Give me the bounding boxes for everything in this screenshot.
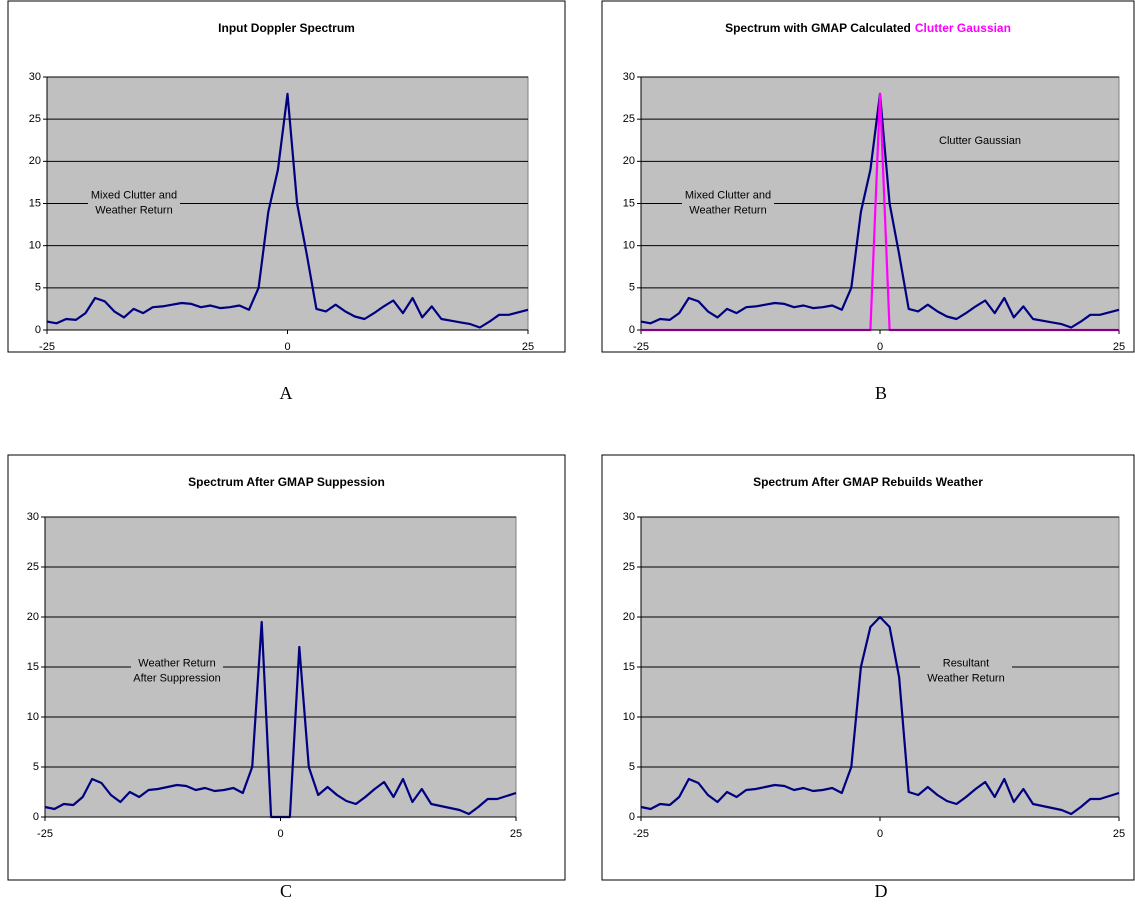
x-tick-label: 25 — [522, 341, 534, 353]
y-tick-label: 15 — [27, 661, 39, 673]
x-tick-label: -25 — [633, 341, 649, 353]
y-tick-label: 5 — [33, 761, 39, 773]
y-tick-label: 10 — [29, 240, 41, 252]
annotation: Mixed Clutter and — [685, 189, 771, 201]
y-tick-label: 0 — [629, 811, 635, 823]
annotation: Mixed Clutter and — [91, 189, 177, 201]
y-tick-label: 20 — [623, 155, 635, 167]
x-tick-label: -25 — [633, 828, 649, 840]
y-tick-label: 30 — [27, 511, 39, 523]
y-tick-label: 15 — [29, 197, 41, 209]
x-tick-label: 25 — [510, 828, 522, 840]
y-tick-label: 5 — [629, 282, 635, 294]
x-tick-label: 0 — [284, 341, 290, 353]
y-tick-label: 0 — [629, 324, 635, 336]
y-tick-label: 25 — [27, 561, 39, 573]
y-tick-label: 20 — [623, 611, 635, 623]
x-tick-label: -25 — [39, 341, 55, 353]
annotation: Weather Return — [95, 204, 172, 216]
x-tick-label: -25 — [37, 828, 53, 840]
y-tick-label: 25 — [623, 113, 635, 125]
y-tick-label: 20 — [27, 611, 39, 623]
y-tick-label: 30 — [29, 71, 41, 83]
annotation-bg — [88, 186, 180, 220]
x-tick-label: 25 — [1113, 341, 1125, 353]
y-tick-label: 30 — [623, 71, 635, 83]
caption: B — [875, 383, 887, 403]
y-tick-label: 30 — [623, 511, 635, 523]
y-tick-label: 25 — [29, 113, 41, 125]
y-tick-label: 10 — [27, 711, 39, 723]
y-tick-label: 20 — [29, 155, 41, 167]
y-tick-label: 5 — [629, 761, 635, 773]
data-line — [46, 92, 529, 329]
annotation: Weather Return — [138, 657, 215, 669]
annotation: Weather Return — [927, 672, 1004, 684]
title-part: Clutter Gaussian — [915, 21, 1011, 35]
chart-title: Spectrum with GMAP Calculated Clutter Gau… — [725, 21, 1011, 35]
y-tick-label: 15 — [623, 661, 635, 673]
x-tick-label: 0 — [277, 828, 283, 840]
y-tick-label: 10 — [623, 711, 635, 723]
y-tick-label: 0 — [33, 811, 39, 823]
annotation-bg — [131, 654, 223, 688]
annotation-bg — [682, 186, 774, 220]
x-tick-label: 25 — [1113, 828, 1125, 840]
x-tick-label: 0 — [877, 341, 883, 353]
annotation: Resultant — [943, 657, 989, 669]
annotation: After Suppression — [133, 672, 220, 684]
title-part: Spectrum After GMAP Suppession — [188, 475, 385, 489]
y-tick-label: 0 — [35, 324, 41, 336]
annotation: Weather Return — [689, 204, 766, 216]
caption: C — [280, 881, 292, 901]
caption: A — [280, 383, 293, 403]
y-tick-label: 15 — [623, 197, 635, 209]
y-tick-label: 10 — [623, 240, 635, 252]
title-part: Spectrum with GMAP Calculated — [725, 21, 911, 35]
chart-title: Spectrum After GMAP Suppession — [188, 475, 385, 489]
annotation: Clutter Gaussian — [939, 135, 1021, 147]
data-line — [640, 615, 1120, 816]
x-tick-label: 0 — [877, 828, 883, 840]
chart-title: Input Doppler Spectrum — [218, 21, 355, 35]
annotation-bg — [920, 654, 1012, 688]
y-tick-label: 5 — [35, 282, 41, 294]
title-part: Input Doppler Spectrum — [218, 21, 355, 35]
caption: D — [875, 881, 888, 901]
chart-title: Spectrum After GMAP Rebuilds Weather — [753, 475, 983, 489]
y-tick-label: 25 — [623, 561, 635, 573]
title-part: Spectrum After GMAP Rebuilds Weather — [753, 475, 983, 489]
